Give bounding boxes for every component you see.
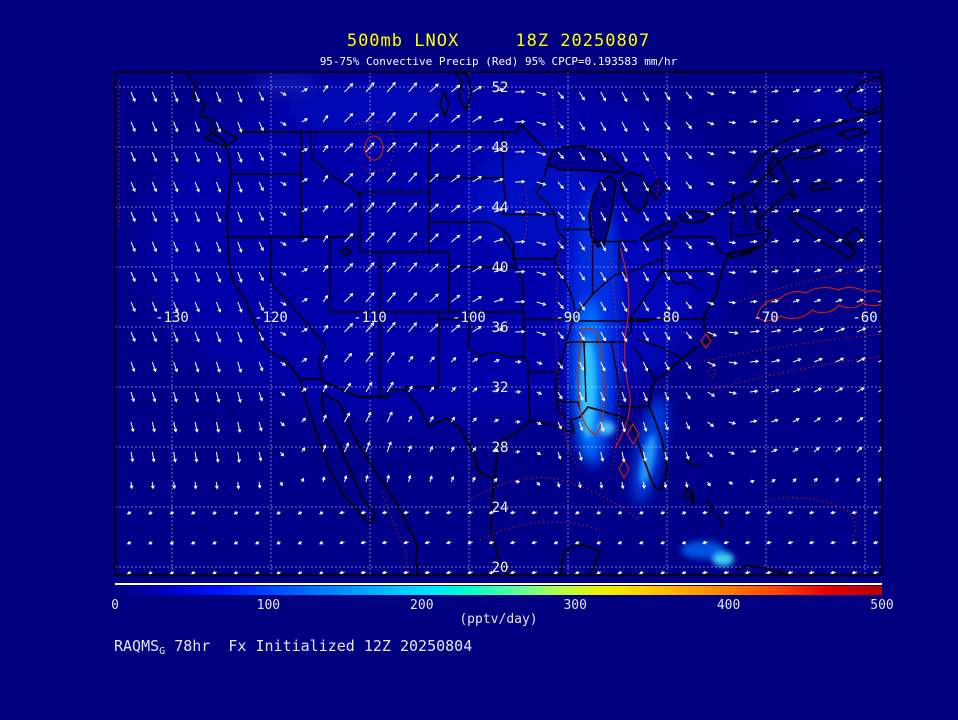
wind-vectors [126, 81, 882, 575]
colorbar-tick: 200 [410, 598, 434, 613]
colorbar-tick: 100 [256, 598, 281, 613]
colorbar [115, 586, 882, 595]
lon-labels: -130 -120 -110 -100 -90 -80 -70 -60 [155, 310, 878, 326]
lon-label: -130 [155, 310, 189, 326]
coastlines [185, 72, 882, 575]
lon-label: -60 [852, 310, 877, 326]
lon-label: -70 [753, 310, 778, 326]
chart-subtitle: 95-75% Convective Precip (Red) 95% CPCP=… [319, 55, 678, 68]
colorbar-tick: 400 [716, 598, 741, 613]
colorbar-topline [115, 583, 882, 585]
convective-precip-contours [118, 77, 882, 573]
lat-label: 20 [492, 560, 509, 576]
lon-label: -110 [353, 310, 387, 326]
state-borders [228, 131, 763, 422]
lon-label: -120 [254, 310, 288, 326]
colorbar-tick: 0 [111, 598, 119, 613]
footer-init-text: 78hr Fx Initialized 12Z 20250804 [165, 637, 473, 655]
lon-label: -90 [555, 310, 580, 326]
lon-label: -80 [654, 310, 679, 326]
lat-label: 32 [492, 380, 509, 396]
model-footer: RAQMSG 78hr Fx Initialized 12Z 20250804 [114, 637, 472, 657]
colorbar-tick: 300 [563, 598, 587, 613]
colorbar-tick: 500 [870, 598, 894, 613]
lat-label: 24 [492, 500, 509, 516]
lat-labels: 52 48 44 40 36 32 28 24 20 [492, 80, 509, 576]
colorbar-units: (pptv/day) [459, 612, 538, 627]
lat-label: 36 [492, 320, 509, 336]
lon-label: -100 [452, 310, 486, 326]
chart-title: 500mb LNOX 18Z 20250807 [346, 31, 651, 51]
model-name: RAQMS [114, 637, 160, 655]
model-subscript: G [159, 646, 166, 657]
great-lakes [340, 145, 710, 257]
lat-label: 40 [492, 260, 509, 276]
lat-label: 52 [492, 80, 509, 96]
lat-label: 48 [492, 140, 509, 156]
lat-label: 44 [492, 200, 509, 216]
lat-label: 28 [492, 440, 509, 456]
map-frame [114, 71, 883, 576]
